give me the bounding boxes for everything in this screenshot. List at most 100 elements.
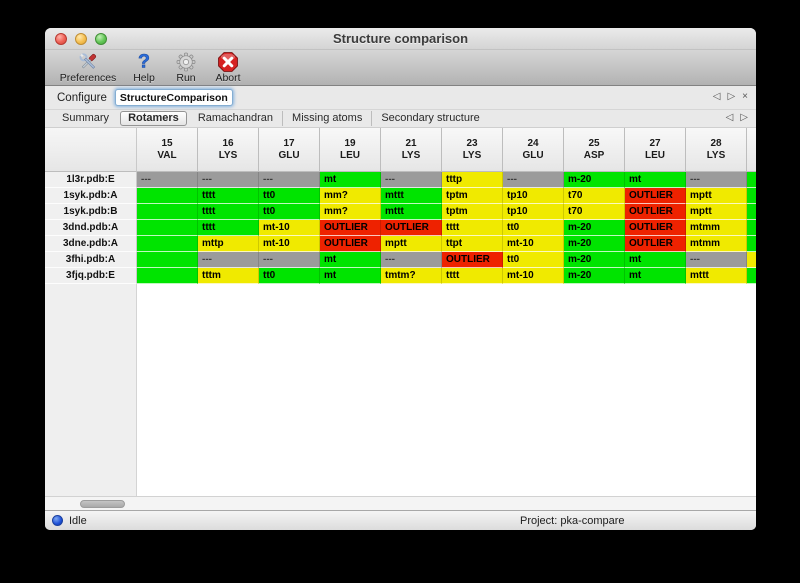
- rotamer-cell[interactable]: OUTLIER: [442, 252, 503, 268]
- rotamer-cell-partial[interactable]: [747, 268, 756, 284]
- rotamer-cell[interactable]: mptt: [381, 236, 442, 252]
- rotamer-cell[interactable]: tttt: [198, 188, 259, 204]
- rotamer-cell[interactable]: ---: [198, 252, 259, 268]
- close-window-button[interactable]: [55, 33, 67, 45]
- row-label[interactable]: 3fjq.pdb:E: [45, 268, 137, 284]
- rotamer-cell[interactable]: mptt: [686, 188, 747, 204]
- rotamer-cell[interactable]: OUTLIER: [625, 204, 686, 220]
- rotamer-cell-partial[interactable]: [747, 172, 756, 188]
- rotamer-cell[interactable]: tttt: [442, 268, 503, 284]
- rotamer-cell[interactable]: ---: [503, 172, 564, 188]
- rotamer-cell[interactable]: OUTLIER: [381, 220, 442, 236]
- rotamer-cell[interactable]: m-20: [564, 236, 625, 252]
- rotamer-cell[interactable]: m-20: [564, 252, 625, 268]
- rotamer-cell[interactable]: ---: [259, 252, 320, 268]
- rotamer-cell[interactable]: t: [137, 220, 198, 236]
- rotamer-cell[interactable]: t: [137, 188, 198, 204]
- tab-summary[interactable]: Summary: [62, 112, 110, 124]
- rotamer-cell[interactable]: tt0: [503, 252, 564, 268]
- rotamer-cell[interactable]: m-20: [564, 172, 625, 188]
- tab-rotamers[interactable]: Rotamers: [120, 111, 187, 126]
- rotamer-cell-partial[interactable]: [747, 188, 756, 204]
- rotamer-cell[interactable]: ---: [259, 172, 320, 188]
- rotamer-cell[interactable]: mtmm: [686, 220, 747, 236]
- rotamer-cell[interactable]: tttt: [198, 220, 259, 236]
- rotamer-cell[interactable]: ttpt: [442, 236, 503, 252]
- rotamer-cell[interactable]: mt: [320, 252, 381, 268]
- rotamer-cell[interactable]: m-20: [564, 220, 625, 236]
- column-header-27[interactable]: 27 LEU: [625, 128, 686, 172]
- column-header-17[interactable]: 17 GLU: [259, 128, 320, 172]
- row-label[interactable]: 1syk.pdb:A: [45, 188, 137, 204]
- rotamer-cell[interactable]: m-20: [564, 268, 625, 284]
- rotamer-cell[interactable]: ---: [686, 252, 747, 268]
- rotamer-cell-partial[interactable]: [747, 252, 756, 268]
- column-header-21[interactable]: 21 LYS: [381, 128, 442, 172]
- tab-ramachandran[interactable]: Ramachandran: [197, 112, 274, 124]
- column-header-19[interactable]: 19 LEU: [320, 128, 381, 172]
- column-header-16[interactable]: 16 LYS: [198, 128, 259, 172]
- rotamer-cell[interactable]: OUTLIER: [625, 236, 686, 252]
- rotamer-cell-partial[interactable]: [747, 220, 756, 236]
- rotamer-cell[interactable]: mt: [625, 172, 686, 188]
- rotamer-cell[interactable]: ---: [381, 252, 442, 268]
- rotamer-cell[interactable]: t: [137, 268, 198, 284]
- tab-secondary-structure[interactable]: Secondary structure: [371, 111, 488, 126]
- column-header-25[interactable]: 25 ASP: [564, 128, 625, 172]
- rotamer-cell[interactable]: ---: [381, 172, 442, 188]
- rotamer-cell[interactable]: mttt: [686, 268, 747, 284]
- rotamer-cell[interactable]: mttt: [381, 204, 442, 220]
- rotamer-cell[interactable]: t: [137, 204, 198, 220]
- rotamer-cell[interactable]: mtmm: [686, 236, 747, 252]
- rotamer-cell[interactable]: mm?: [320, 204, 381, 220]
- run-button[interactable]: Run: [165, 51, 207, 84]
- rotamer-cell[interactable]: ---: [686, 172, 747, 188]
- zoom-window-button[interactable]: [95, 33, 107, 45]
- column-header-15[interactable]: 15 VAL: [137, 128, 198, 172]
- scrollbar-thumb[interactable]: [80, 500, 125, 508]
- rotamer-cell[interactable]: t70: [564, 188, 625, 204]
- tab-prev-arrow-icon[interactable]: ◁: [725, 112, 734, 123]
- rotamer-cell[interactable]: tttt: [198, 204, 259, 220]
- rotamer-cell[interactable]: t: [137, 236, 198, 252]
- prev-arrow-icon[interactable]: ◁: [712, 91, 721, 102]
- rotamer-cell[interactable]: mt-10: [503, 268, 564, 284]
- rotamer-cell[interactable]: t: [137, 252, 198, 268]
- rotamer-cell[interactable]: mttt: [381, 188, 442, 204]
- rotamer-cell[interactable]: tp10: [503, 204, 564, 220]
- rotamer-cell[interactable]: mt-10: [259, 220, 320, 236]
- row-label[interactable]: 3dnd.pdb:A: [45, 220, 137, 236]
- close-icon[interactable]: ×: [742, 91, 748, 102]
- column-header-28[interactable]: 28 LYS: [686, 128, 747, 172]
- rotamer-cell[interactable]: tt0: [259, 204, 320, 220]
- rotamer-cell[interactable]: OUTLIER: [320, 220, 381, 236]
- preferences-button[interactable]: Preferences: [53, 51, 123, 84]
- rotamer-cell-partial[interactable]: [747, 204, 756, 220]
- rotamer-cell[interactable]: mt: [625, 268, 686, 284]
- rotamer-cell[interactable]: ---: [198, 172, 259, 188]
- rotamer-cell[interactable]: ---: [137, 172, 198, 188]
- tab-missing-atoms[interactable]: Missing atoms: [282, 111, 371, 126]
- next-arrow-icon[interactable]: ▷: [727, 91, 736, 102]
- rotamer-cell[interactable]: tt0: [259, 268, 320, 284]
- rotamer-cell[interactable]: tttm: [198, 268, 259, 284]
- rotamer-cell[interactable]: t70: [564, 204, 625, 220]
- rotamer-cell[interactable]: mptt: [686, 204, 747, 220]
- rotamer-cell[interactable]: tt0: [503, 220, 564, 236]
- row-label[interactable]: 3fhi.pdb:A: [45, 252, 137, 268]
- rotamer-cell[interactable]: tptm: [442, 204, 503, 220]
- rotamer-cell[interactable]: tttp: [442, 172, 503, 188]
- row-label[interactable]: 1l3r.pdb:E: [45, 172, 137, 188]
- rotamer-cell[interactable]: tmtm?: [381, 268, 442, 284]
- abort-button[interactable]: Abort: [207, 51, 249, 84]
- minimize-window-button[interactable]: [75, 33, 87, 45]
- rotamer-cell[interactable]: mttp: [198, 236, 259, 252]
- rotamer-cell[interactable]: mt-10: [259, 236, 320, 252]
- horizontal-scrollbar[interactable]: [45, 496, 756, 510]
- rotamer-cell-partial[interactable]: [747, 236, 756, 252]
- column-header-23[interactable]: 23 LYS: [442, 128, 503, 172]
- configure-input[interactable]: [114, 89, 233, 106]
- help-button[interactable]: ? Help: [123, 51, 165, 84]
- rotamer-cell[interactable]: OUTLIER: [320, 236, 381, 252]
- rotamer-cell[interactable]: OUTLIER: [625, 188, 686, 204]
